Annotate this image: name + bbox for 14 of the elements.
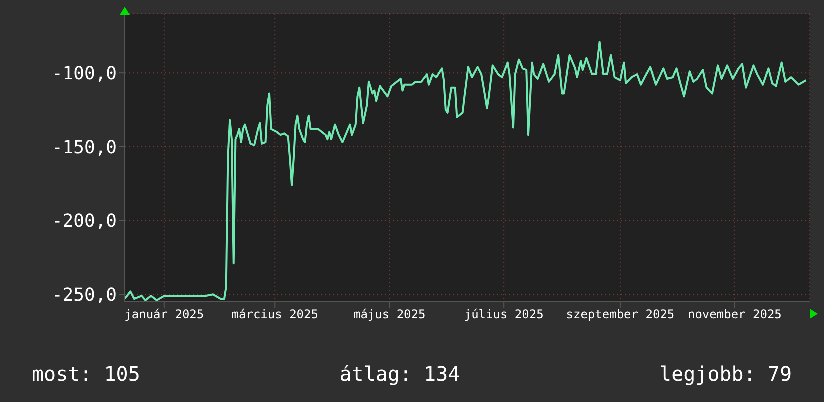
- x-tick-label: március 2025: [232, 308, 318, 322]
- text: legjobb: 79: [660, 362, 792, 386]
- text: átlag: 134: [340, 362, 460, 386]
- x-tick-label: november 2025: [688, 308, 782, 322]
- y-tick-label: -100,0: [52, 63, 117, 84]
- y-tick-label: -250,0: [52, 285, 117, 306]
- text: most: 105: [32, 362, 140, 386]
- y-tick-label: -200,0: [52, 211, 117, 232]
- x-tick-label: szeptember 2025: [566, 308, 675, 322]
- x-tick-label: május 2025: [353, 308, 426, 322]
- x-tick-label: július 2025: [464, 308, 544, 322]
- y-tick-label: -150,0: [52, 137, 117, 158]
- line-series: [125, 41, 808, 302]
- x-tick-label: január 2025: [124, 308, 204, 322]
